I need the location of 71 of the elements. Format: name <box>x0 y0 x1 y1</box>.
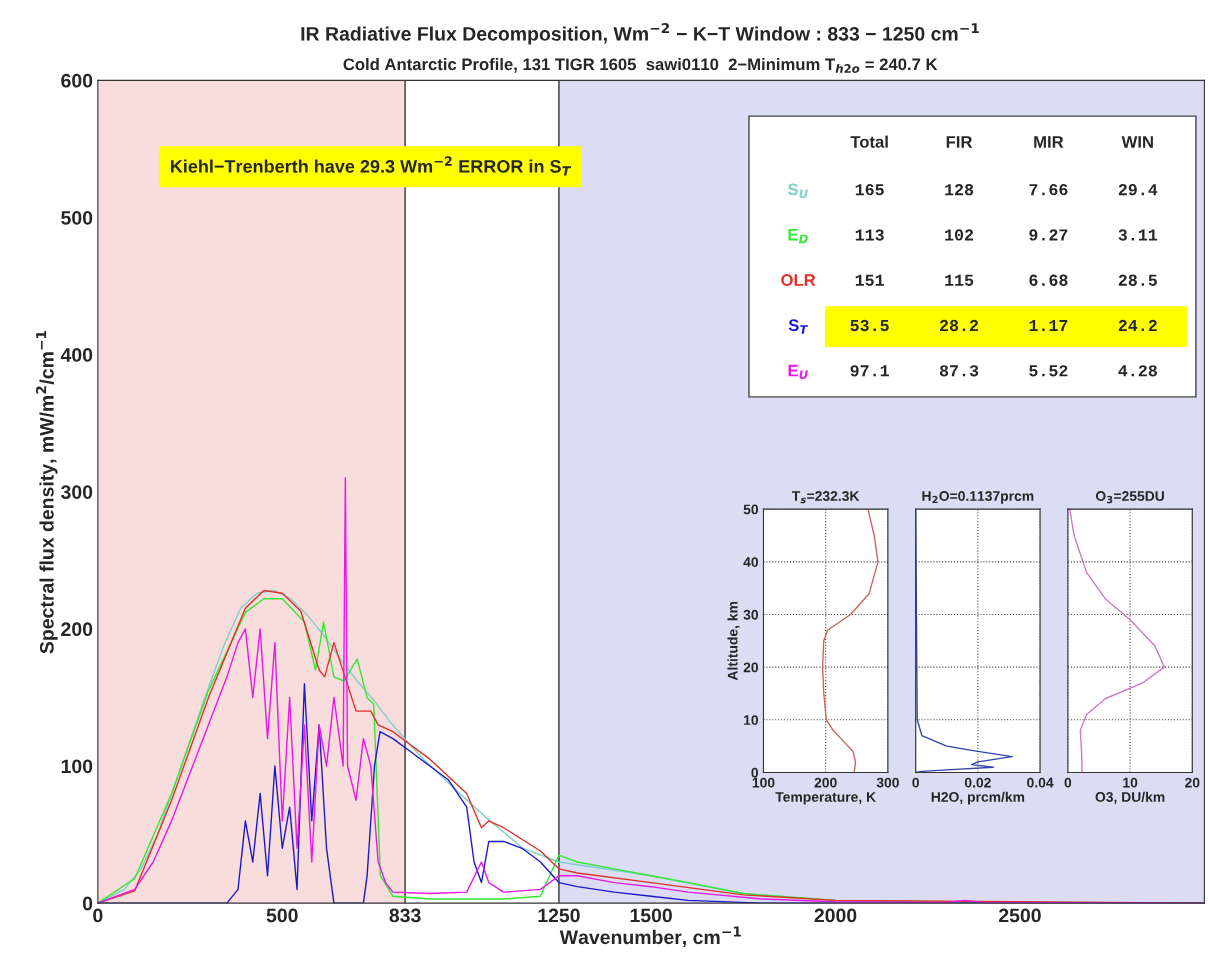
annotation: 113 <box>855 229 884 241</box>
annotation: Total <box>850 135 888 148</box>
chart-title: IR Radiative Flux Decomposition, Wm$^{−2}$ − K−T Window : 833 − 1250 cm$^{−1}$ <box>301 22 979 45</box>
chart-title: H$_{2}$O=0.1137prcm <box>922 491 1034 504</box>
annotation: WIN <box>1121 136 1153 148</box>
y-tick-label: 50 <box>743 504 759 515</box>
chart-title: O$_{3}$=255DU <box>1095 491 1164 504</box>
x-tick-label: 0 <box>912 777 919 788</box>
x-tick-label: 2500 <box>999 908 1041 923</box>
x-axis-title: H2O, prcm/km <box>931 791 1025 805</box>
annotation: 151 <box>855 274 884 286</box>
y-tick-label: 0 <box>751 767 759 778</box>
text: S$_{T}$ <box>788 319 809 334</box>
x-tick-label: 10 <box>1123 777 1138 788</box>
annotation: 165 <box>855 184 884 196</box>
x-tick-label: 1250 <box>538 908 580 923</box>
y-tick-label: 600 <box>61 73 93 88</box>
y-tick-label: 0 <box>82 896 93 911</box>
x-tick-label: 500 <box>266 908 298 923</box>
annotation: 9.27 <box>1029 229 1068 241</box>
annotation: 115 <box>945 274 974 286</box>
annotation: 87.3 <box>939 365 979 377</box>
y-axis-title: Altitude, km <box>727 601 740 681</box>
annotation: 128 <box>945 184 974 196</box>
annotation: FIR <box>946 136 973 148</box>
x-axis-title: Wavenumber, cm$^{−1}$ <box>559 926 741 947</box>
x-axis-title: Temperature, K <box>775 792 876 805</box>
line-series <box>821 509 879 773</box>
annotation: MIR <box>1034 136 1064 148</box>
annotation: 1.17 <box>1029 320 1068 332</box>
annotation: 5.52 <box>1029 365 1068 377</box>
chart-subtitle: Cold Antarctic Profile, 131 TIGR 1605 sawi0110 2−Minimum T$_{h2o}$ = 240.7 K <box>343 57 938 73</box>
y-tick-label: 400 <box>60 348 93 362</box>
x-tick-label: 0.02 <box>964 777 991 788</box>
text: E$_{D}$ <box>788 228 808 244</box>
annotation: 3.11 <box>1118 229 1158 241</box>
annotation: 102 <box>945 229 974 241</box>
annotation: 53.5 <box>850 319 889 332</box>
x-tick-label: 2000 <box>814 908 857 923</box>
y-tick-label: 200 <box>61 622 93 637</box>
text: E$_{U}$ <box>788 364 808 380</box>
x-tick-label: 200 <box>814 777 837 788</box>
annotation: 29.4 <box>1118 184 1158 196</box>
x-tick-label: 300 <box>876 777 899 788</box>
y-tick-label: 10 <box>744 715 759 725</box>
annotation: Kiehl−Trenberth have 29.3 Wm$^{−2}$ ERROR in S$_{T}$ <box>170 156 572 176</box>
x-tick-label: 100 <box>752 777 775 788</box>
x-tick-label: 20 <box>1185 777 1200 788</box>
x-tick-label: 1500 <box>630 908 672 923</box>
x-tick-label: 0 <box>1064 777 1072 788</box>
y-tick-label: 20 <box>743 662 759 673</box>
text: OLR <box>781 274 816 286</box>
y-axis-title: Spectral flux density, mW/m$^{2}$/cm$^{−1}$ <box>35 330 58 654</box>
annotation: 6.68 <box>1029 274 1068 286</box>
text: S$_{U}$ <box>787 183 808 199</box>
y-tick-label: 40 <box>743 557 759 567</box>
chart-title: T$_{s}$=232.3K <box>791 491 860 504</box>
annotation: 97.1 <box>850 365 889 377</box>
y-tick-label: 100 <box>61 759 93 774</box>
y-tick-label: 300 <box>60 485 93 500</box>
annotation: 24.2 <box>1118 319 1157 332</box>
annotation: 28.5 <box>1118 274 1157 286</box>
x-tick-label: 0.04 <box>1027 777 1054 788</box>
annotation: 4.28 <box>1118 365 1157 377</box>
x-tick-label: 833 <box>389 908 421 923</box>
y-tick-label: 30 <box>743 609 759 620</box>
annotation: 7.66 <box>1029 184 1068 196</box>
annotation: 28.2 <box>940 319 979 332</box>
y-tick-label: 500 <box>61 210 93 225</box>
x-tick-label: 0 <box>93 908 103 923</box>
x-axis-title: O3, DU/km <box>1095 791 1165 804</box>
